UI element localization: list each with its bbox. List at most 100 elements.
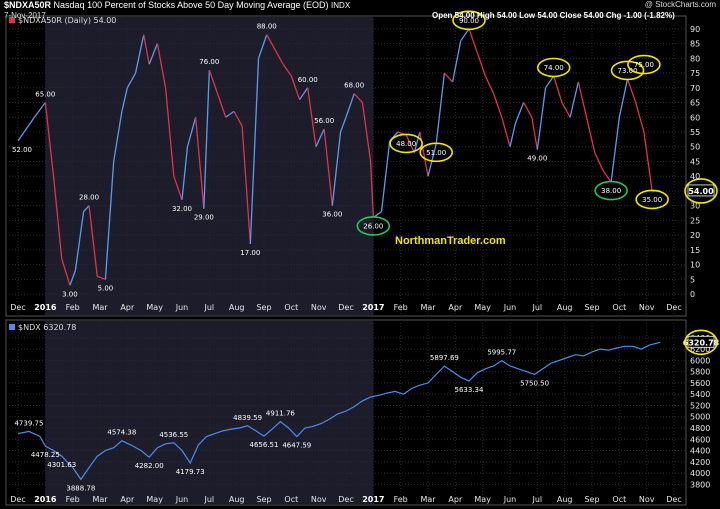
ndx-series-line	[17, 341, 661, 481]
x-tick-label: Sep	[256, 495, 271, 504]
series-segment	[509, 123, 517, 147]
x-tick-label: Nov	[311, 495, 327, 504]
legend-swatch	[9, 324, 15, 330]
x-tick-label: Nov	[639, 495, 655, 504]
x-tick-label: Feb	[394, 303, 408, 312]
y-tick-label: 15	[690, 246, 700, 255]
series-segment	[484, 75, 495, 94]
series-segment	[74, 211, 85, 271]
series-segment	[514, 102, 525, 124]
y-tick-label: 6200	[690, 345, 710, 354]
last-value-label: 54.00	[688, 187, 714, 196]
data-label: 4911.76	[266, 410, 295, 418]
x-tick-label: Mar	[92, 495, 108, 504]
data-label: 5750.50	[520, 379, 549, 387]
x-tick-label: Oct	[612, 303, 626, 312]
data-label: 76.00	[199, 58, 219, 66]
series-segment	[307, 87, 317, 147]
data-label: 68.00	[344, 82, 364, 90]
series-segment	[492, 93, 503, 118]
data-label: 17.00	[240, 249, 260, 257]
y-tick-label: 10	[690, 261, 700, 270]
series-segment	[61, 258, 71, 286]
x-tick-label: Sep	[584, 303, 599, 312]
y-tick-label: 75	[690, 69, 700, 78]
x-tick-label: May	[474, 495, 491, 504]
copyright: @ StockCharts.com	[644, 0, 716, 9]
y-tick-label: 4600	[690, 435, 710, 444]
data-label: 60.00	[298, 76, 318, 84]
series-segment	[208, 69, 219, 94]
highlight-ring	[594, 180, 628, 201]
x-tick-label: Jun	[175, 495, 189, 504]
last-value-label: 6320.78	[683, 338, 720, 347]
x-tick-label: May	[146, 303, 163, 312]
series-segment	[225, 110, 235, 118]
data-label: 38.00	[601, 187, 621, 195]
series-segment	[121, 87, 128, 112]
y-tick-label: 20	[690, 231, 700, 240]
y-tick-label: 4400	[690, 447, 710, 456]
legend-label: $NDXA50R (Daily) 54.00	[18, 16, 116, 25]
series-segment	[501, 117, 511, 147]
y-tick-label: 3800	[690, 480, 710, 489]
data-label: 29.00	[194, 214, 214, 222]
series-segment	[451, 40, 462, 83]
data-label: 4656.51	[250, 441, 279, 449]
y-tick-label: 80	[690, 54, 700, 63]
x-tick-label: Sep	[256, 303, 271, 312]
x-tick-label: Dec	[338, 495, 353, 504]
x-tick-label: Mar	[420, 495, 436, 504]
highlight-ring	[610, 60, 645, 81]
y-tick-label: 55	[690, 128, 700, 137]
x-tick-label: Jun	[503, 495, 517, 504]
data-label: 75.00	[634, 61, 654, 69]
x-tick-label: Nov	[639, 303, 655, 312]
series-segment	[561, 102, 571, 118]
y-tick-label: 5800	[690, 368, 710, 377]
series-segment	[233, 111, 243, 127]
data-label: 4478.25	[31, 451, 60, 459]
last-value-tag	[687, 335, 715, 348]
x-tick-label: Nov	[311, 303, 327, 312]
series-segment	[186, 117, 197, 147]
x-tick-label: 2017	[362, 303, 384, 312]
data-label: 4739.75	[14, 419, 43, 427]
series-segment	[544, 75, 555, 89]
highlight-ring	[635, 189, 669, 210]
series-segment	[216, 93, 227, 118]
y-tick-label: 65	[690, 99, 700, 108]
x-tick-label: 2017	[362, 495, 384, 504]
data-label: 32.00	[172, 205, 192, 213]
watermark: NorthmanTrader.com	[395, 235, 506, 247]
series-segment	[257, 34, 268, 59]
series-segment	[476, 52, 487, 77]
y-tick-label: 30	[690, 202, 700, 211]
series-segment	[315, 128, 325, 148]
series-segment	[602, 169, 612, 183]
x-tick-label: Jun	[503, 303, 517, 312]
data-label: 73.00	[618, 67, 638, 75]
data-label: 4574.38	[107, 429, 136, 437]
symbol: $NDXA50R	[4, 0, 52, 10]
series-segment	[553, 75, 563, 103]
data-label: 35.00	[642, 196, 662, 204]
series-segment	[88, 205, 98, 277]
series-segment	[44, 102, 55, 177]
ohlc-readout: Open 54.00 High 54.00 Low 54.00 Close 54…	[432, 11, 675, 20]
data-label: 4282.00	[135, 462, 164, 470]
x-tick-label: Dec	[666, 495, 681, 504]
data-label: 56.00	[314, 117, 334, 125]
x-tick-label: Aug	[557, 303, 573, 312]
series-segment	[577, 81, 588, 118]
highlight-ring	[452, 10, 486, 31]
series-legend: $NDXA50R (Daily) 54.00	[9, 16, 116, 25]
x-tick-label: 2016	[34, 495, 57, 504]
series-segment	[369, 161, 374, 218]
y-tick-label: 0	[690, 290, 695, 299]
index-description: Nasdaq 100 Percent of Stocks Above 50 Da…	[53, 0, 329, 10]
x-tick-label: Jun	[175, 303, 189, 312]
y-tick-label: 50	[690, 143, 700, 152]
chart-date: 7-Nov-2017	[4, 11, 46, 20]
